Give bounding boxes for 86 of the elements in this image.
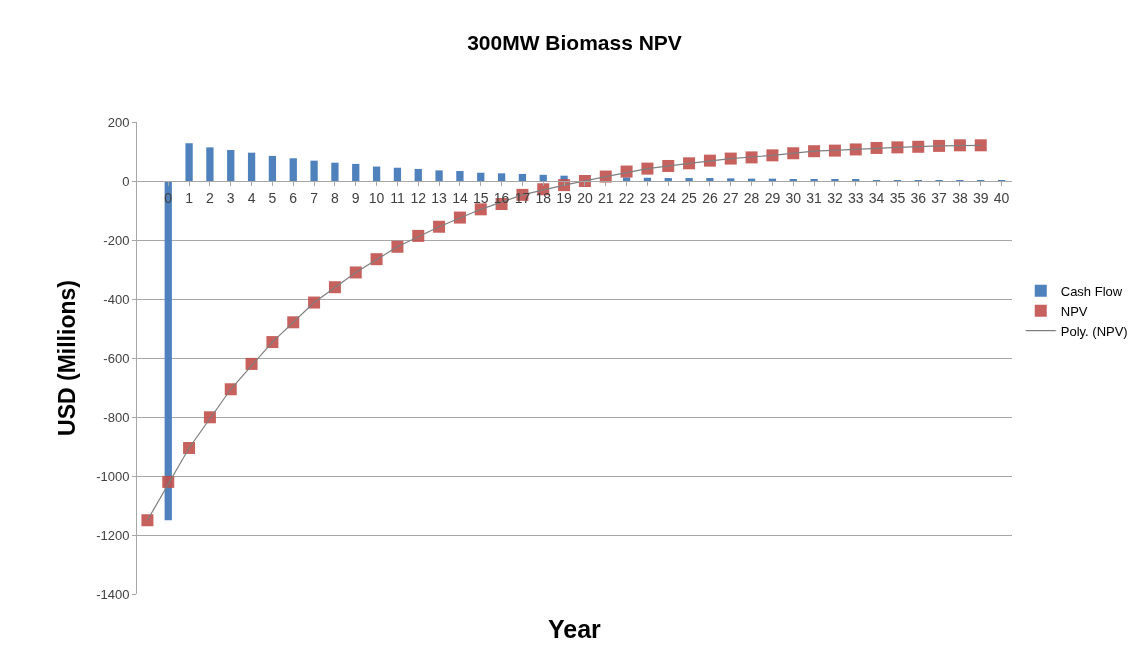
point	[828, 144, 841, 157]
x-tick-label: 30	[785, 189, 802, 206]
bar	[414, 168, 422, 181]
x-tick-label: 14	[452, 189, 468, 206]
point	[620, 165, 633, 178]
x-tick-label: 35	[889, 189, 906, 206]
x-tick-label: 15	[472, 189, 489, 206]
bar	[685, 178, 693, 181]
x-tick-label: 21	[597, 189, 614, 206]
x-axis-title: Year	[548, 615, 602, 643]
bar	[456, 170, 464, 181]
y-tick-label: -1000	[96, 468, 130, 484]
x-tick-label: 31	[806, 189, 823, 206]
point	[870, 141, 883, 154]
y-axis-title: USD (Millions)	[53, 280, 80, 436]
point	[974, 139, 987, 152]
point	[849, 143, 862, 156]
bar	[206, 147, 214, 181]
x-tick-label: 25	[681, 189, 698, 206]
bar	[435, 170, 443, 181]
y-tick-label: -1200	[96, 527, 130, 543]
x-tick-label: 28	[743, 189, 760, 206]
bar	[664, 178, 672, 181]
x-tick-label: 40	[993, 189, 1010, 206]
bar	[477, 172, 485, 181]
legend-label: Cash Flow	[1060, 283, 1123, 299]
x-tick-label: 19	[556, 189, 573, 206]
point	[141, 514, 154, 527]
bar	[227, 150, 235, 181]
y-tick-label: -200	[103, 232, 130, 248]
x-tick-label: 37	[931, 189, 948, 206]
point	[662, 159, 675, 172]
bar	[727, 178, 735, 181]
x-tick-label: 1	[185, 189, 194, 206]
x-tick-label: 36	[910, 189, 927, 206]
bar	[289, 158, 297, 181]
x-tick-label: 5	[268, 189, 277, 206]
x-tick-label: 38	[952, 189, 968, 206]
x-tick-label: 2	[206, 189, 215, 206]
x-tick-label: 3	[226, 189, 235, 206]
bar	[352, 163, 360, 181]
y-tick-label: -600	[103, 350, 130, 366]
x-tick-label: 11	[390, 189, 405, 206]
x-tick-label: 39	[972, 189, 989, 206]
bar	[247, 152, 256, 181]
bar	[518, 173, 527, 181]
y-tick-label: 200	[107, 114, 130, 130]
bar	[497, 173, 506, 181]
x-tick-label: 8	[331, 189, 340, 206]
x-tick-label: 13	[431, 189, 448, 206]
bar	[164, 181, 172, 521]
point	[891, 141, 904, 154]
x-tick-label: 32	[827, 189, 843, 206]
x-tick-label: 24	[660, 189, 677, 206]
bar	[539, 174, 547, 181]
x-tick-label: 4	[247, 189, 256, 206]
legend-label: Poly. (NPV)	[1060, 323, 1128, 339]
y-tick-label: -400	[103, 291, 130, 307]
x-tick-label: 9	[351, 189, 360, 206]
point	[912, 140, 925, 153]
x-tick-label: 20	[577, 189, 593, 206]
x-tick-label: 10	[368, 189, 385, 206]
x-tick-label: 18	[535, 189, 552, 206]
bar	[268, 155, 277, 181]
y-tick-label: 0	[122, 173, 130, 189]
bar	[331, 162, 339, 181]
y-tick-label: -1400	[96, 586, 130, 602]
x-tick-label: 23	[639, 189, 656, 206]
point	[953, 139, 966, 152]
bar	[706, 178, 714, 181]
x-tick-label: 33	[847, 189, 864, 206]
x-tick-label: 34	[868, 189, 885, 206]
x-tick-label: 22	[618, 189, 635, 206]
legend-label: NPV	[1060, 303, 1088, 319]
bar	[310, 160, 318, 181]
bar	[393, 167, 402, 181]
x-tick-label: 12	[410, 189, 427, 206]
x-tick-label: 7	[310, 189, 319, 206]
x-tick-label: 27	[722, 189, 739, 206]
bar	[372, 166, 381, 181]
bar	[185, 143, 193, 181]
x-tick-label: 6	[289, 189, 298, 206]
y-tick-label: -800	[103, 409, 130, 425]
x-tick-label: 26	[702, 189, 718, 206]
x-tick-label: 29	[764, 189, 781, 206]
chart-title: 300MW Biomass NPV	[467, 30, 682, 54]
